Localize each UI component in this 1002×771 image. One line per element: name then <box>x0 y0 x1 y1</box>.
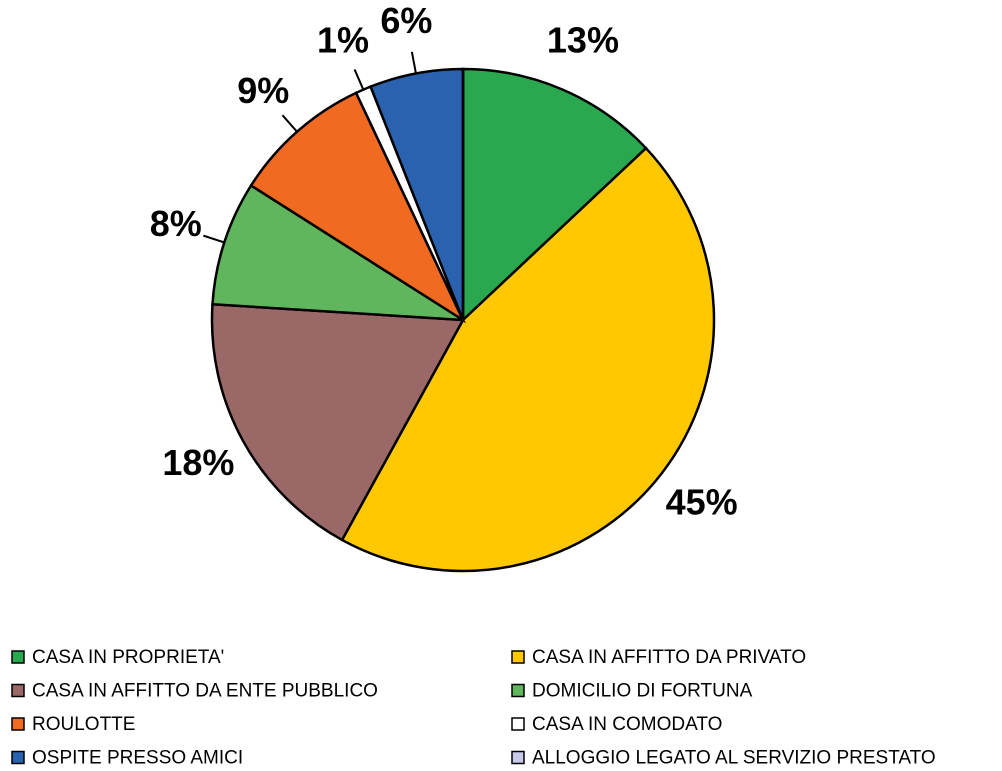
leader-line <box>281 114 298 133</box>
legend-swatch <box>511 650 525 664</box>
legend-label: CASA IN PROPRIETA' <box>32 647 224 668</box>
data-label: 13% <box>547 19 619 60</box>
legend-swatch <box>511 750 525 765</box>
leader-line <box>203 234 225 244</box>
legend-swatch <box>511 717 525 731</box>
legend-label: ALLOGGIO LEGATO AL SERVIZIO PRESTATO <box>532 748 936 769</box>
legend-swatch <box>11 683 25 698</box>
legend-label: DOMICILIO DI FORTUNA <box>532 681 753 702</box>
pie-slice <box>249 91 466 324</box>
legend-swatch <box>11 650 25 664</box>
data-label: 45% <box>666 482 738 523</box>
legend-swatch <box>11 750 25 765</box>
legend-label: OSPITE PRESSO AMICI <box>32 748 243 769</box>
pie-slice <box>461 67 648 323</box>
legend-label: CASA IN AFFITTO DA ENTE PUBBLICO <box>32 681 378 702</box>
legend-swatch <box>511 683 525 698</box>
data-label: 6% <box>380 0 432 41</box>
legend-label: ROULOTTE <box>32 714 135 735</box>
pie-slice <box>210 302 466 542</box>
leader-line <box>410 51 417 74</box>
data-label: 1% <box>317 19 369 60</box>
data-label: 8% <box>150 203 202 244</box>
legend-swatch <box>11 717 25 731</box>
data-label: 18% <box>162 442 234 483</box>
legend-label: CASA IN AFFITTO DA PRIVATO <box>532 647 806 668</box>
leader-line <box>353 69 365 91</box>
pie-slice <box>340 146 716 573</box>
data-label: 9% <box>237 70 289 111</box>
legend-label: CASA IN COMODATO <box>532 714 722 735</box>
